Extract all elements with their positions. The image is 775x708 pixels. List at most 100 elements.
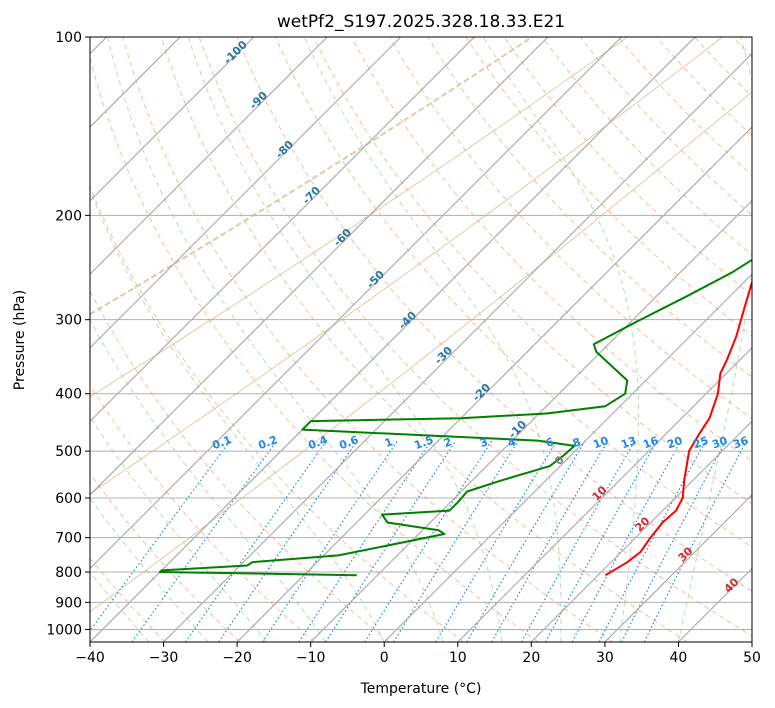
dewpoint-profile-line [159,258,752,577]
mixing-ratio-line [261,440,399,642]
moist-adiabat-line [90,416,267,642]
mixing-ratio-label: 1 [383,435,395,450]
mixing-ratio-line [571,440,682,642]
y-tick-label: 300 [55,313,82,329]
mixing-ratio-label: 10 [591,434,610,452]
y-tick-label: 900 [55,595,82,611]
y-tick-label: 500 [55,444,82,460]
y-tick-label: 1000 [46,622,82,638]
dry-adiabat-line [90,185,464,642]
dry-adiabat-line [312,37,752,505]
mixing-ratio-label: 0.2 [256,433,279,452]
mixing-ratio-label: 8 [571,435,583,450]
dry-adiabat-line [90,55,539,642]
isotherm-line [236,126,752,642]
moist-adiabat-line [187,37,503,642]
dry-adiabat-line [274,37,752,548]
mixing-ratio-label: 4 [506,435,518,450]
moist-adiabat-line [90,497,209,642]
mixing-ratio-label: 13 [619,434,638,451]
dry-adiabat-line [90,557,166,642]
dry-adiabat-line [758,24,775,642]
plot-background [90,37,752,642]
dry-adiabat-line [122,37,613,642]
mixing-ratio-line [435,440,558,642]
mixing-ratio-label: 0.6 [337,433,360,452]
isotherm-line [457,347,752,642]
x-tick-label: 30 [596,650,614,666]
mixing-ratio-line [131,440,278,642]
mixing-ratio-line [643,440,748,642]
dry-adiabat-line [90,384,315,642]
x-tick-label: 0 [380,650,389,666]
mixing-ratio-label: 0.4 [306,433,329,452]
y-tick-label: 800 [55,565,82,581]
moist-adiabat-line [90,188,385,642]
x-axis-label: Temperature (°C) [360,681,482,697]
mixing-ratio-label: 3 [478,435,490,450]
theta-e-line [90,37,629,398]
dry-adiabat-line [389,37,752,420]
isotherm-line [530,420,752,642]
x-tick-label: −10 [296,650,326,666]
mixing-ratio-line [466,440,586,642]
mixing-ratio-label: 25 [691,434,710,451]
dry-adiabat-line [198,37,752,637]
y-tick-label: 100 [55,30,82,46]
y-tick-label: 700 [55,531,82,547]
isotherm-line [90,37,549,496]
isotherm-line [90,37,696,642]
mixing-ratio-label: 36 [731,434,750,452]
isotherm-line [604,494,752,642]
x-tick-label: −30 [149,650,179,666]
x-tick-label: −20 [222,650,252,666]
temperature-profile-line [604,278,752,577]
mixing-ratio-line [218,440,358,642]
dry-adiabat-line [160,37,688,642]
isotherm-line [90,37,475,423]
moist-adiabat-line [303,37,562,642]
isotherm-line [163,52,752,642]
mixing-ratio-line [520,440,636,642]
isotherm-line [90,37,328,275]
x-tick-label: −40 [75,650,105,666]
mixing-ratio-label: 30 [710,434,729,452]
dry-adiabat-line [503,37,752,297]
mixing-ratio-label: 20 [665,434,684,452]
mixing-ratio-line [491,440,609,642]
chart-title: wetPf2_S197.2025.328.18.33.E21 [277,12,565,32]
mixing-ratio-label: 1.5 [412,433,435,452]
x-tick-label: 40 [670,650,688,666]
y-tick-label: 400 [55,387,82,403]
y-tick-label: 200 [55,208,82,224]
theta-e-line [90,91,752,613]
mixing-ratio-line [90,440,231,632]
mixing-ratio-line [185,440,328,642]
mixing-ratio-label: 2 [442,435,454,450]
mixing-ratio-line [545,440,658,642]
mixing-ratio-line [298,440,432,642]
moist-adiabat-line [482,37,640,642]
isotherm-line [383,273,752,642]
dry-adiabat-line [427,37,752,378]
theta-e-line [90,37,534,316]
mixing-ratio-label: 0.1 [210,433,233,452]
isotherm-line [90,37,402,349]
moist-adiabat-line [107,37,444,642]
mixing-ratio-line [364,440,493,642]
y-axis-label: Pressure (hPa) [12,290,28,390]
y-tick-label: 600 [55,491,82,507]
x-tick-label: 20 [522,650,540,666]
plot-frame [89,36,753,643]
x-tick-label: 50 [743,650,761,666]
isotherm-line [90,37,255,202]
x-tick-label: 10 [449,650,467,666]
mixing-ratio-label: 6 [544,435,556,450]
theta-e-line [90,37,724,495]
dry-adiabat-line [90,290,390,642]
mixing-ratio-label: 16 [641,434,660,452]
isotherm-line [751,641,752,642]
isotherm-line [90,37,622,570]
mixing-ratio-line [325,440,457,642]
